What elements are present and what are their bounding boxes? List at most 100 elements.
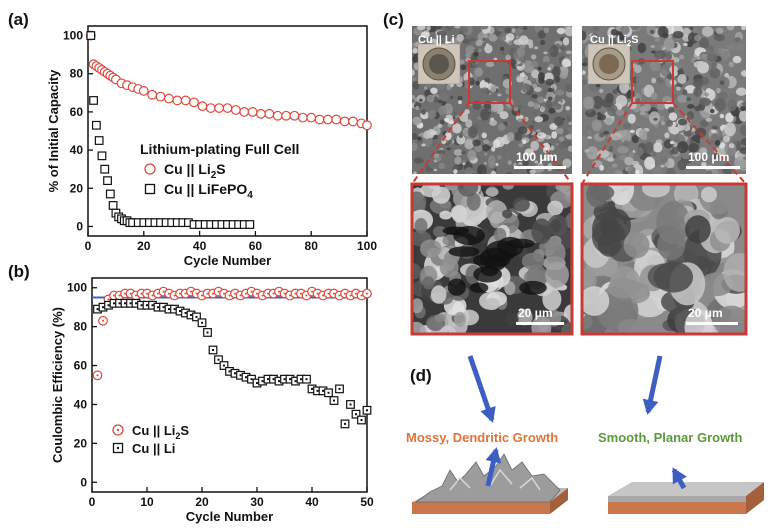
sem-grain bbox=[412, 263, 422, 280]
sem-grain bbox=[644, 141, 654, 154]
sem-grain bbox=[656, 77, 664, 84]
data-point-dot bbox=[113, 302, 115, 305]
data-point-dot bbox=[212, 292, 214, 295]
sem-right-title-end: S bbox=[631, 34, 639, 46]
sem-grain bbox=[436, 30, 446, 37]
left-copper-side bbox=[550, 488, 568, 514]
sem-grain bbox=[412, 116, 422, 126]
sem-grain bbox=[464, 139, 474, 150]
sem-grain bbox=[615, 109, 625, 117]
sem-grain bbox=[552, 65, 561, 77]
sem-grain bbox=[564, 26, 572, 37]
data-point-dot bbox=[250, 378, 253, 381]
sem-grain bbox=[610, 28, 618, 36]
data-point bbox=[230, 105, 241, 115]
coin-photo-center bbox=[429, 54, 449, 74]
x-tick-label: 0 bbox=[85, 239, 92, 253]
sem-dark-pore bbox=[447, 278, 466, 296]
sem-grain bbox=[481, 144, 491, 152]
sem-grain bbox=[555, 184, 570, 192]
sem-grain bbox=[740, 137, 746, 146]
sem-grain bbox=[726, 44, 736, 50]
sem-grain bbox=[499, 111, 509, 120]
data-point-dot bbox=[294, 292, 297, 295]
sem-grain bbox=[556, 27, 566, 35]
data-point-dot bbox=[151, 304, 154, 307]
sem-grain bbox=[678, 118, 688, 126]
sem-grain bbox=[566, 115, 571, 122]
sem-grain bbox=[420, 184, 442, 198]
sem-grain bbox=[599, 88, 604, 93]
data-point-dot bbox=[228, 370, 231, 373]
data-point-dot bbox=[228, 294, 231, 297]
sem-grain bbox=[678, 185, 697, 201]
sem-grain bbox=[734, 37, 741, 42]
sem-grain bbox=[596, 112, 602, 116]
data-point bbox=[239, 107, 250, 117]
sem-grain bbox=[467, 149, 477, 161]
sem-grain bbox=[700, 119, 709, 128]
sem-grain bbox=[490, 170, 497, 174]
sem-grain bbox=[414, 217, 428, 234]
data-point-dot bbox=[151, 294, 154, 297]
data-point-dot bbox=[239, 374, 242, 377]
sem-grain bbox=[558, 136, 565, 142]
data-point-dot bbox=[234, 292, 236, 295]
sem-grain bbox=[421, 143, 426, 147]
sem-grain bbox=[650, 44, 656, 49]
data-point-dot bbox=[124, 302, 126, 305]
y-tick-label: 20 bbox=[74, 436, 88, 450]
sem-grain bbox=[565, 83, 572, 93]
sem-grain bbox=[723, 253, 746, 292]
sem-grain bbox=[635, 75, 644, 85]
sem-grain bbox=[726, 26, 735, 31]
data-point-dot bbox=[344, 292, 346, 295]
sem-grain bbox=[587, 136, 593, 140]
sem-grain bbox=[423, 86, 428, 90]
sem-grain bbox=[492, 139, 501, 149]
data-point bbox=[281, 110, 291, 121]
data-point bbox=[222, 103, 233, 113]
y-tick-label: 0 bbox=[76, 219, 83, 233]
y-tick-label: 80 bbox=[74, 320, 88, 334]
sem-grain bbox=[532, 111, 537, 116]
data-point-dot bbox=[327, 391, 330, 394]
data-point bbox=[147, 89, 158, 100]
sem-grain bbox=[426, 84, 432, 88]
sem-grain bbox=[547, 200, 564, 216]
sem-grain bbox=[531, 69, 540, 79]
zoom-connector bbox=[581, 102, 633, 185]
zoom-box-left bbox=[468, 60, 511, 104]
sem-grain bbox=[518, 143, 524, 148]
data-point-dot bbox=[107, 304, 110, 307]
sem-grain bbox=[732, 139, 738, 146]
data-point-dot bbox=[107, 298, 110, 301]
sem-grain bbox=[713, 305, 746, 334]
sem-grain bbox=[617, 318, 643, 334]
sem-grain bbox=[648, 111, 660, 125]
sem-grain bbox=[504, 281, 516, 296]
sem-grain bbox=[465, 119, 473, 128]
sem-grain bbox=[700, 154, 710, 161]
sem-grain bbox=[537, 66, 542, 71]
sem-grain bbox=[688, 143, 699, 153]
data-point-dot bbox=[179, 310, 181, 313]
data-point bbox=[108, 201, 118, 210]
sem-grain bbox=[655, 52, 663, 59]
sem-grain bbox=[593, 203, 615, 222]
sem-grain bbox=[491, 146, 496, 152]
data-point bbox=[180, 95, 191, 106]
sem-grain bbox=[437, 123, 443, 128]
sem-grain bbox=[517, 104, 523, 109]
panel-label-a: (a) bbox=[8, 10, 29, 29]
sem-grain bbox=[478, 48, 482, 53]
sem-grain bbox=[644, 156, 656, 170]
right-copper-front bbox=[608, 502, 746, 514]
sem-grain bbox=[620, 26, 630, 35]
sem-grain bbox=[739, 146, 746, 155]
sem-grain bbox=[551, 98, 556, 101]
data-point-dot bbox=[157, 306, 159, 309]
sem-grain bbox=[582, 62, 588, 67]
sem-grain bbox=[650, 92, 658, 101]
sem-grain bbox=[728, 143, 735, 149]
